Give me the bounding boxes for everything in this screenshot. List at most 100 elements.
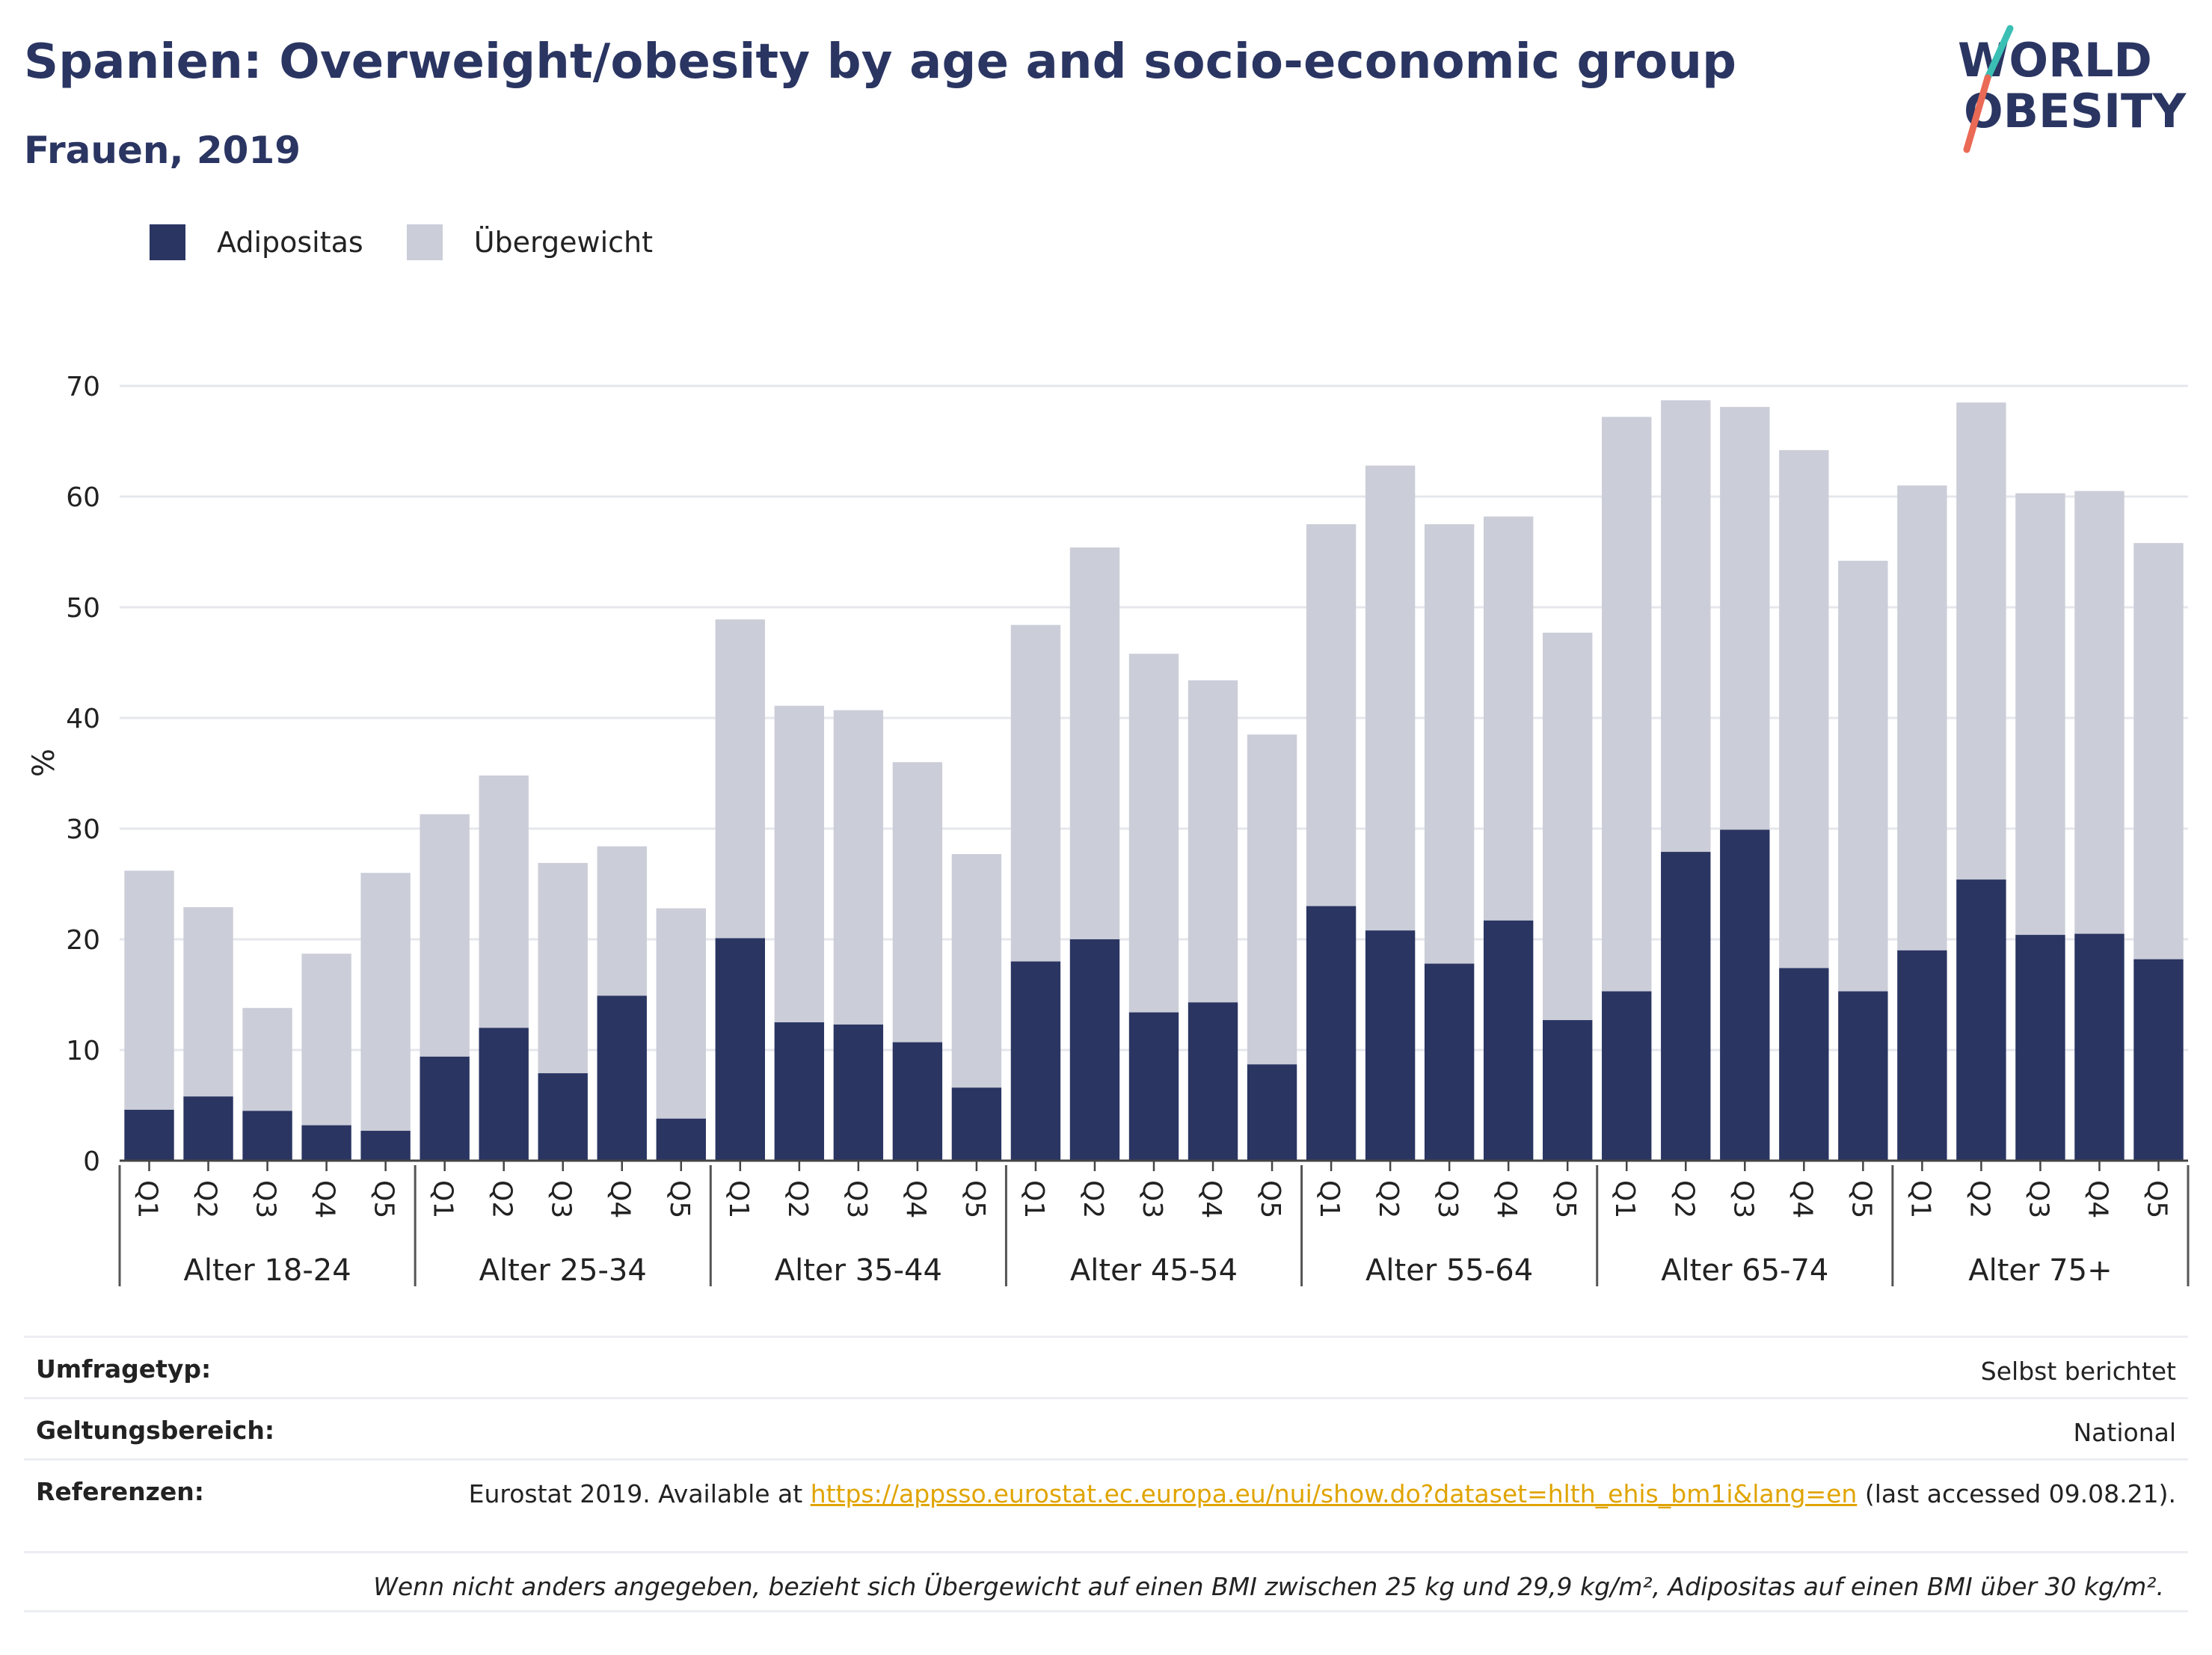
bar-uebergewicht-1-q5 — [360, 873, 411, 1132]
x-tick-label-5-q1: Q1 — [1314, 1180, 1345, 1218]
bar-adipositas-2-q5 — [656, 1118, 706, 1161]
bar-uebergewicht-2-q2 — [479, 775, 529, 1028]
bar-adipositas-2-q1 — [420, 1056, 470, 1161]
bar-uebergewicht-6-q4 — [1779, 449, 1829, 968]
bar-adipositas-5-q3 — [1424, 963, 1475, 1161]
bar-uebergewicht-4-q5 — [1247, 734, 1297, 1065]
logo-teal-stroke — [1984, 25, 2014, 82]
x-tick-label-2-q5: Q5 — [664, 1180, 695, 1218]
bar-adipositas-1-q5 — [360, 1131, 411, 1161]
bar-uebergewicht-4-q4 — [1188, 680, 1238, 1003]
bar-adipositas-4-q5 — [1247, 1064, 1297, 1161]
chart-subtitle: Frauen, 2019 — [24, 129, 301, 172]
group-label-2: Alter 25-34 — [479, 1253, 647, 1288]
bar-adipositas-7-q5 — [2133, 959, 2184, 1161]
bar-uebergewicht-6-q2 — [1661, 400, 1711, 853]
references-value: Eurostat 2019. Available at https://apps… — [469, 1477, 2176, 1551]
scope-label: Geltungsbereich: — [36, 1416, 275, 1445]
bar-adipositas-6-q2 — [1661, 852, 1711, 1161]
references-prefix: Eurostat 2019. Available at — [468, 1479, 811, 1508]
legend-swatch-adipositas — [150, 224, 185, 260]
logo-line2: OBESITY — [1964, 84, 2187, 138]
x-tick-label-7-q4: Q4 — [2082, 1180, 2113, 1218]
x-tick-label-6-q3: Q3 — [1727, 1180, 1758, 1218]
chart-title: Spanien: Overweight/obesity by age and s… — [24, 34, 1737, 90]
bar-uebergewicht-2-q1 — [420, 814, 470, 1057]
x-tick-label-3-q4: Q4 — [900, 1180, 931, 1218]
x-tick-label-7-q5: Q5 — [2141, 1180, 2172, 1218]
y-tick-label-20: 20 — [66, 925, 100, 956]
info-row-footnote: Wenn nicht anders angegeben, bezieht sic… — [24, 1551, 2188, 1612]
references-link[interactable]: https://appsso.eurostat.ec.europa.eu/nui… — [810, 1479, 1858, 1508]
legend-item-adipositas[interactable]: Adipositas — [150, 224, 363, 260]
group-label-6: Alter 65-74 — [1661, 1253, 1828, 1288]
y-axis-label: % — [27, 749, 61, 777]
bar-uebergewicht-5-q4 — [1483, 516, 1534, 921]
bar-uebergewicht-1-q2 — [183, 907, 233, 1097]
bar-uebergewicht-2-q3 — [538, 862, 588, 1074]
bar-uebergewicht-7-q1 — [1897, 485, 1947, 951]
legend-item-uebergewicht[interactable]: Übergewicht — [406, 224, 653, 260]
bar-adipositas-2-q2 — [479, 1028, 529, 1161]
x-tick-label-6-q4: Q4 — [1787, 1180, 1817, 1218]
bar-uebergewicht-6-q5 — [1838, 560, 1888, 992]
bar-uebergewicht-1-q3 — [242, 1007, 292, 1111]
bar-adipositas-1-q2 — [183, 1096, 233, 1161]
bar-adipositas-4-q2 — [1069, 939, 1120, 1161]
bar-uebergewicht-3-q5 — [951, 854, 1002, 1088]
x-tick-label-2-q1: Q1 — [428, 1180, 458, 1218]
bar-uebergewicht-5-q3 — [1424, 524, 1475, 964]
references-label: Referenzen: — [36, 1477, 204, 1506]
bar-adipositas-3-q5 — [951, 1087, 1002, 1161]
bar-chart: 0 10 20 30 40 50 60 70% Q1 Q2 Q3 Q4 Q5 Alter 18-24 Q1 Q… — [27, 372, 2190, 1288]
bar-adipositas-2-q3 — [538, 1073, 588, 1161]
bar-uebergewicht-4-q1 — [1010, 624, 1061, 962]
x-tick-label-4-q4: Q4 — [1196, 1180, 1226, 1218]
bar-adipositas-5-q1 — [1306, 906, 1357, 1161]
x-tick-label-5-q3: Q3 — [1432, 1180, 1463, 1218]
x-tick-label-1-q4: Q4 — [310, 1180, 340, 1218]
bar-adipositas-6-q4 — [1779, 968, 1829, 1161]
footnote: Wenn nicht anders angegeben, bezieht sic… — [373, 1572, 2164, 1601]
bar-uebergewicht-7-q5 — [2133, 543, 2184, 959]
bar-uebergewicht-3-q2 — [774, 705, 825, 1022]
y-tick-label-10: 10 — [66, 1036, 100, 1066]
bar-adipositas-3-q3 — [833, 1024, 884, 1161]
x-tick-label-1-q1: Q1 — [132, 1180, 163, 1218]
x-tick-label-3-q1: Q1 — [723, 1180, 754, 1218]
x-tick-label-4-q2: Q2 — [1078, 1180, 1108, 1218]
survey-value: Selbst berichtet — [1980, 1357, 2176, 1386]
bar-adipositas-3-q2 — [774, 1022, 825, 1161]
y-tick-label-70: 70 — [66, 372, 100, 402]
bar-uebergewicht-1-q1 — [124, 871, 174, 1110]
bar-adipositas-3-q1 — [715, 938, 765, 1161]
bar-adipositas-7-q1 — [1897, 950, 1947, 1161]
bar-adipositas-7-q2 — [1956, 879, 2006, 1161]
x-tick-label-4-q1: Q1 — [1019, 1180, 1049, 1218]
bar-adipositas-7-q3 — [2015, 935, 2065, 1161]
bar-uebergewicht-2-q4 — [597, 846, 647, 996]
x-tick-label-6-q5: Q5 — [1846, 1180, 1876, 1218]
bar-uebergewicht-3-q3 — [833, 710, 884, 1025]
y-tick-label-30: 30 — [66, 814, 100, 845]
chart-legend: Adipositas Übergewicht — [150, 221, 696, 263]
x-tick-label-6-q2: Q2 — [1668, 1180, 1699, 1218]
legend-label-uebergewicht: Übergewicht — [473, 226, 653, 259]
x-tick-label-7-q3: Q3 — [2023, 1180, 2053, 1218]
x-tick-label-3-q3: Q3 — [841, 1180, 872, 1218]
legend-label-adipositas: Adipositas — [217, 226, 363, 259]
y-tick-label-60: 60 — [66, 482, 100, 513]
x-tick-label-4-q3: Q3 — [1137, 1180, 1167, 1218]
bar-uebergewicht-7-q3 — [2015, 493, 2065, 936]
world-obesity-logo: WORLD OBESITY — [1958, 25, 2187, 153]
y-tick-label-40: 40 — [66, 704, 100, 734]
y-tick-label-50: 50 — [66, 593, 100, 624]
bar-adipositas-1-q4 — [301, 1125, 351, 1161]
group-label-7: Alter 75+ — [1968, 1253, 2112, 1288]
bar-uebergewicht-7-q2 — [1956, 402, 2006, 880]
group-label-3: Alter 35-44 — [775, 1253, 942, 1288]
group-label-1: Alter 18-24 — [183, 1253, 351, 1288]
bar-uebergewicht-1-q4 — [301, 954, 351, 1126]
x-tick-label-1-q5: Q5 — [369, 1180, 399, 1218]
x-tick-label-2-q4: Q4 — [605, 1180, 636, 1218]
